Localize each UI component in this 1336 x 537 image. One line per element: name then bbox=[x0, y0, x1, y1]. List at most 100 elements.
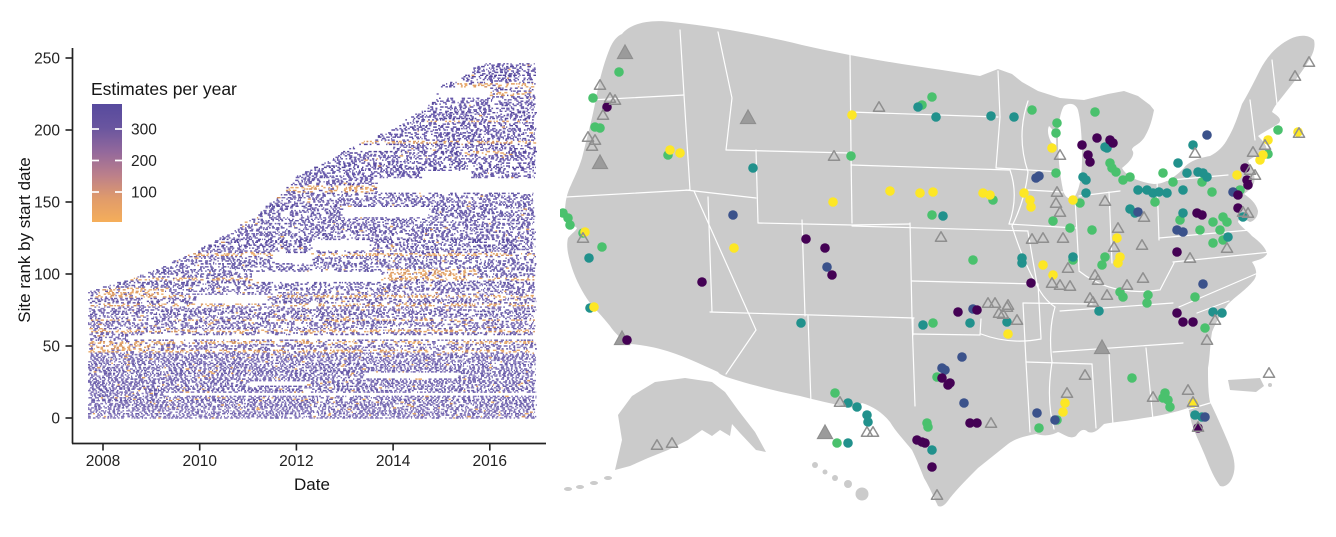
state-border-line bbox=[1074, 196, 1080, 271]
open-triangle-marker bbox=[1208, 314, 1222, 325]
site-circle-marker bbox=[1081, 175, 1091, 185]
site-circle-marker bbox=[1207, 187, 1217, 197]
open-triangle-marker bbox=[1107, 241, 1121, 252]
open-triangle-marker bbox=[996, 308, 1010, 319]
site-circle-marker bbox=[1034, 171, 1044, 181]
state-border-line bbox=[725, 329, 757, 375]
site-circle-marker bbox=[827, 270, 837, 280]
site-circle-marker bbox=[675, 148, 685, 158]
open-triangle-marker bbox=[1191, 421, 1205, 432]
open-triangle-marker bbox=[1045, 277, 1059, 288]
open-triangle-marker bbox=[988, 297, 1002, 308]
state-border-line bbox=[1021, 100, 1029, 173]
site-circle-marker bbox=[584, 253, 594, 263]
open-triangle-marker bbox=[1135, 239, 1149, 250]
site-circle-marker bbox=[1243, 180, 1253, 190]
open-triangle-marker bbox=[1053, 279, 1067, 290]
site-circle-marker bbox=[1019, 188, 1029, 198]
site-circle-marker bbox=[852, 402, 862, 412]
puerto-rico-islet bbox=[1268, 383, 1272, 387]
contiguous-us bbox=[565, 21, 1315, 507]
site-circle-marker bbox=[1178, 227, 1188, 237]
site-circle-marker bbox=[1107, 163, 1117, 173]
heatmap-row-dashes bbox=[89, 64, 535, 418]
open-triangle-marker bbox=[866, 426, 880, 437]
open-triangle-marker bbox=[1200, 334, 1214, 345]
site-circle-marker bbox=[665, 145, 675, 155]
aleutian-island bbox=[604, 476, 612, 480]
state-border-line bbox=[1008, 169, 1015, 225]
site-circle-marker bbox=[1052, 118, 1062, 128]
x-tick-label: 2008 bbox=[86, 453, 120, 470]
site-circle-marker bbox=[986, 111, 996, 121]
site-circle-marker bbox=[1233, 203, 1243, 213]
site-circle-marker bbox=[1168, 177, 1178, 187]
site-circle-marker bbox=[957, 352, 967, 362]
heatmap-row-dashes bbox=[88, 352, 537, 419]
open-triangle-marker bbox=[576, 232, 590, 243]
state-border-line bbox=[1025, 361, 1031, 433]
open-triangle-marker bbox=[608, 94, 622, 105]
y-tick-label: 250 bbox=[34, 51, 60, 68]
x-tick-label: 2012 bbox=[279, 453, 313, 470]
site-circle-marker bbox=[1233, 190, 1243, 200]
filled-triangle-marker bbox=[616, 43, 634, 60]
heatmap-rows bbox=[88, 63, 537, 419]
lake-michigan bbox=[1058, 103, 1082, 199]
site-circle-marker bbox=[1223, 232, 1233, 242]
open-triangle-marker bbox=[1183, 252, 1197, 263]
site-circle-marker bbox=[1051, 128, 1061, 138]
open-triangle-marker bbox=[1078, 369, 1092, 380]
y-tick-label: 100 bbox=[34, 267, 60, 284]
heatmap-row-dashes bbox=[89, 83, 537, 419]
site-circle-marker bbox=[1208, 307, 1218, 317]
state-border-line bbox=[849, 111, 999, 118]
state-border-line bbox=[1008, 223, 1077, 229]
state-border-line bbox=[1159, 262, 1175, 291]
site-circle-marker bbox=[968, 255, 978, 265]
state-border-line bbox=[980, 333, 1042, 342]
open-triangle-marker bbox=[1060, 387, 1074, 398]
hawaii-island bbox=[812, 462, 818, 468]
site-circle-marker bbox=[1112, 233, 1122, 243]
site-circle-marker bbox=[920, 438, 930, 448]
site-circle-marker bbox=[1143, 290, 1153, 300]
site-circle-marker bbox=[959, 398, 969, 408]
site-circle-marker bbox=[832, 438, 842, 448]
state-border-line bbox=[1022, 302, 1093, 305]
open-triangle-marker bbox=[1063, 280, 1077, 291]
site-circle-marker bbox=[1195, 225, 1205, 235]
y-tick-label: 150 bbox=[34, 195, 60, 212]
open-triangle-marker bbox=[1100, 289, 1114, 300]
state-border-line bbox=[1025, 361, 1093, 365]
open-triangle-markers bbox=[576, 56, 1316, 500]
hawaii-island bbox=[832, 475, 838, 481]
open-triangle-marker bbox=[1036, 232, 1050, 243]
open-triangle-marker bbox=[1120, 279, 1134, 290]
open-triangle-marker bbox=[1188, 147, 1202, 158]
open-triangle-marker bbox=[1091, 274, 1105, 285]
site-circle-marker bbox=[1127, 373, 1137, 383]
state-border-line bbox=[851, 225, 1029, 232]
site-circle-marker bbox=[846, 151, 856, 161]
site-circle-marker bbox=[847, 110, 857, 120]
puerto-rico bbox=[1228, 378, 1264, 392]
site-circle-marker bbox=[1172, 308, 1182, 318]
state-border-line bbox=[1052, 342, 1184, 353]
site-circle-marker bbox=[972, 418, 982, 428]
state-border-line bbox=[912, 318, 982, 336]
state-border-line bbox=[807, 315, 812, 405]
state-border-line bbox=[851, 223, 911, 226]
open-triangle-marker bbox=[1181, 384, 1195, 395]
state-border-line bbox=[911, 280, 1039, 285]
site-circle-marker bbox=[1182, 168, 1192, 178]
state-border-line bbox=[909, 222, 913, 319]
site-circle-marker bbox=[965, 418, 975, 428]
heatmap-row-dashes bbox=[88, 352, 536, 419]
heatmap-row-dashes bbox=[88, 289, 537, 353]
open-triangle-marker bbox=[1053, 149, 1067, 160]
state-border-line bbox=[707, 196, 713, 313]
site-circle-marker bbox=[822, 262, 832, 272]
heatmap-row-dashes bbox=[88, 352, 537, 419]
site-circle-marker bbox=[828, 197, 838, 207]
